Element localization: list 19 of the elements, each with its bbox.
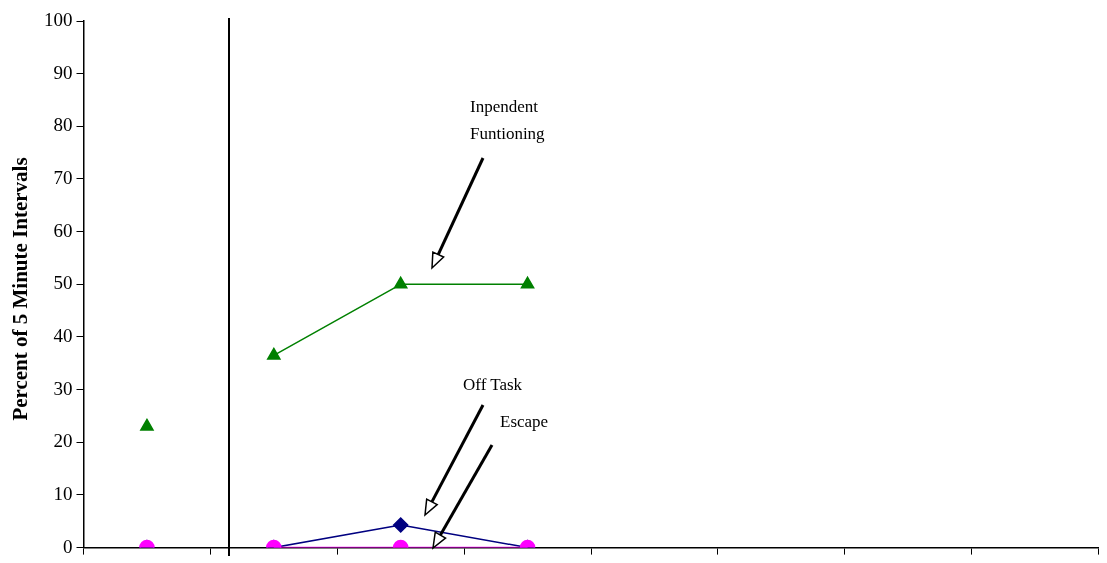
y-tick-label: 60 [53, 219, 73, 241]
point [393, 276, 408, 289]
y-tick-label: 20 [53, 430, 73, 452]
point [520, 276, 535, 289]
y-tick-label: 70 [53, 166, 73, 188]
annotation: Inpendent Funtioning [470, 96, 546, 145]
y-tick-label: 50 [53, 272, 73, 294]
point [140, 418, 154, 431]
annotation: Off Task [463, 374, 524, 396]
point [267, 347, 281, 360]
y-tick-label: 80 [53, 114, 73, 136]
annotation: Escape [500, 411, 550, 433]
y-tick-label: 0 [63, 535, 73, 557]
y-tick-label: 10 [53, 482, 73, 504]
y-tick-label: 30 [53, 377, 73, 399]
y-tick-label: 40 [53, 324, 73, 346]
y-tick-label: 100 [44, 8, 73, 30]
y-tick-label: 90 [53, 61, 73, 83]
y-axis-title: Percent of 5 Minute Intervals [7, 156, 33, 421]
